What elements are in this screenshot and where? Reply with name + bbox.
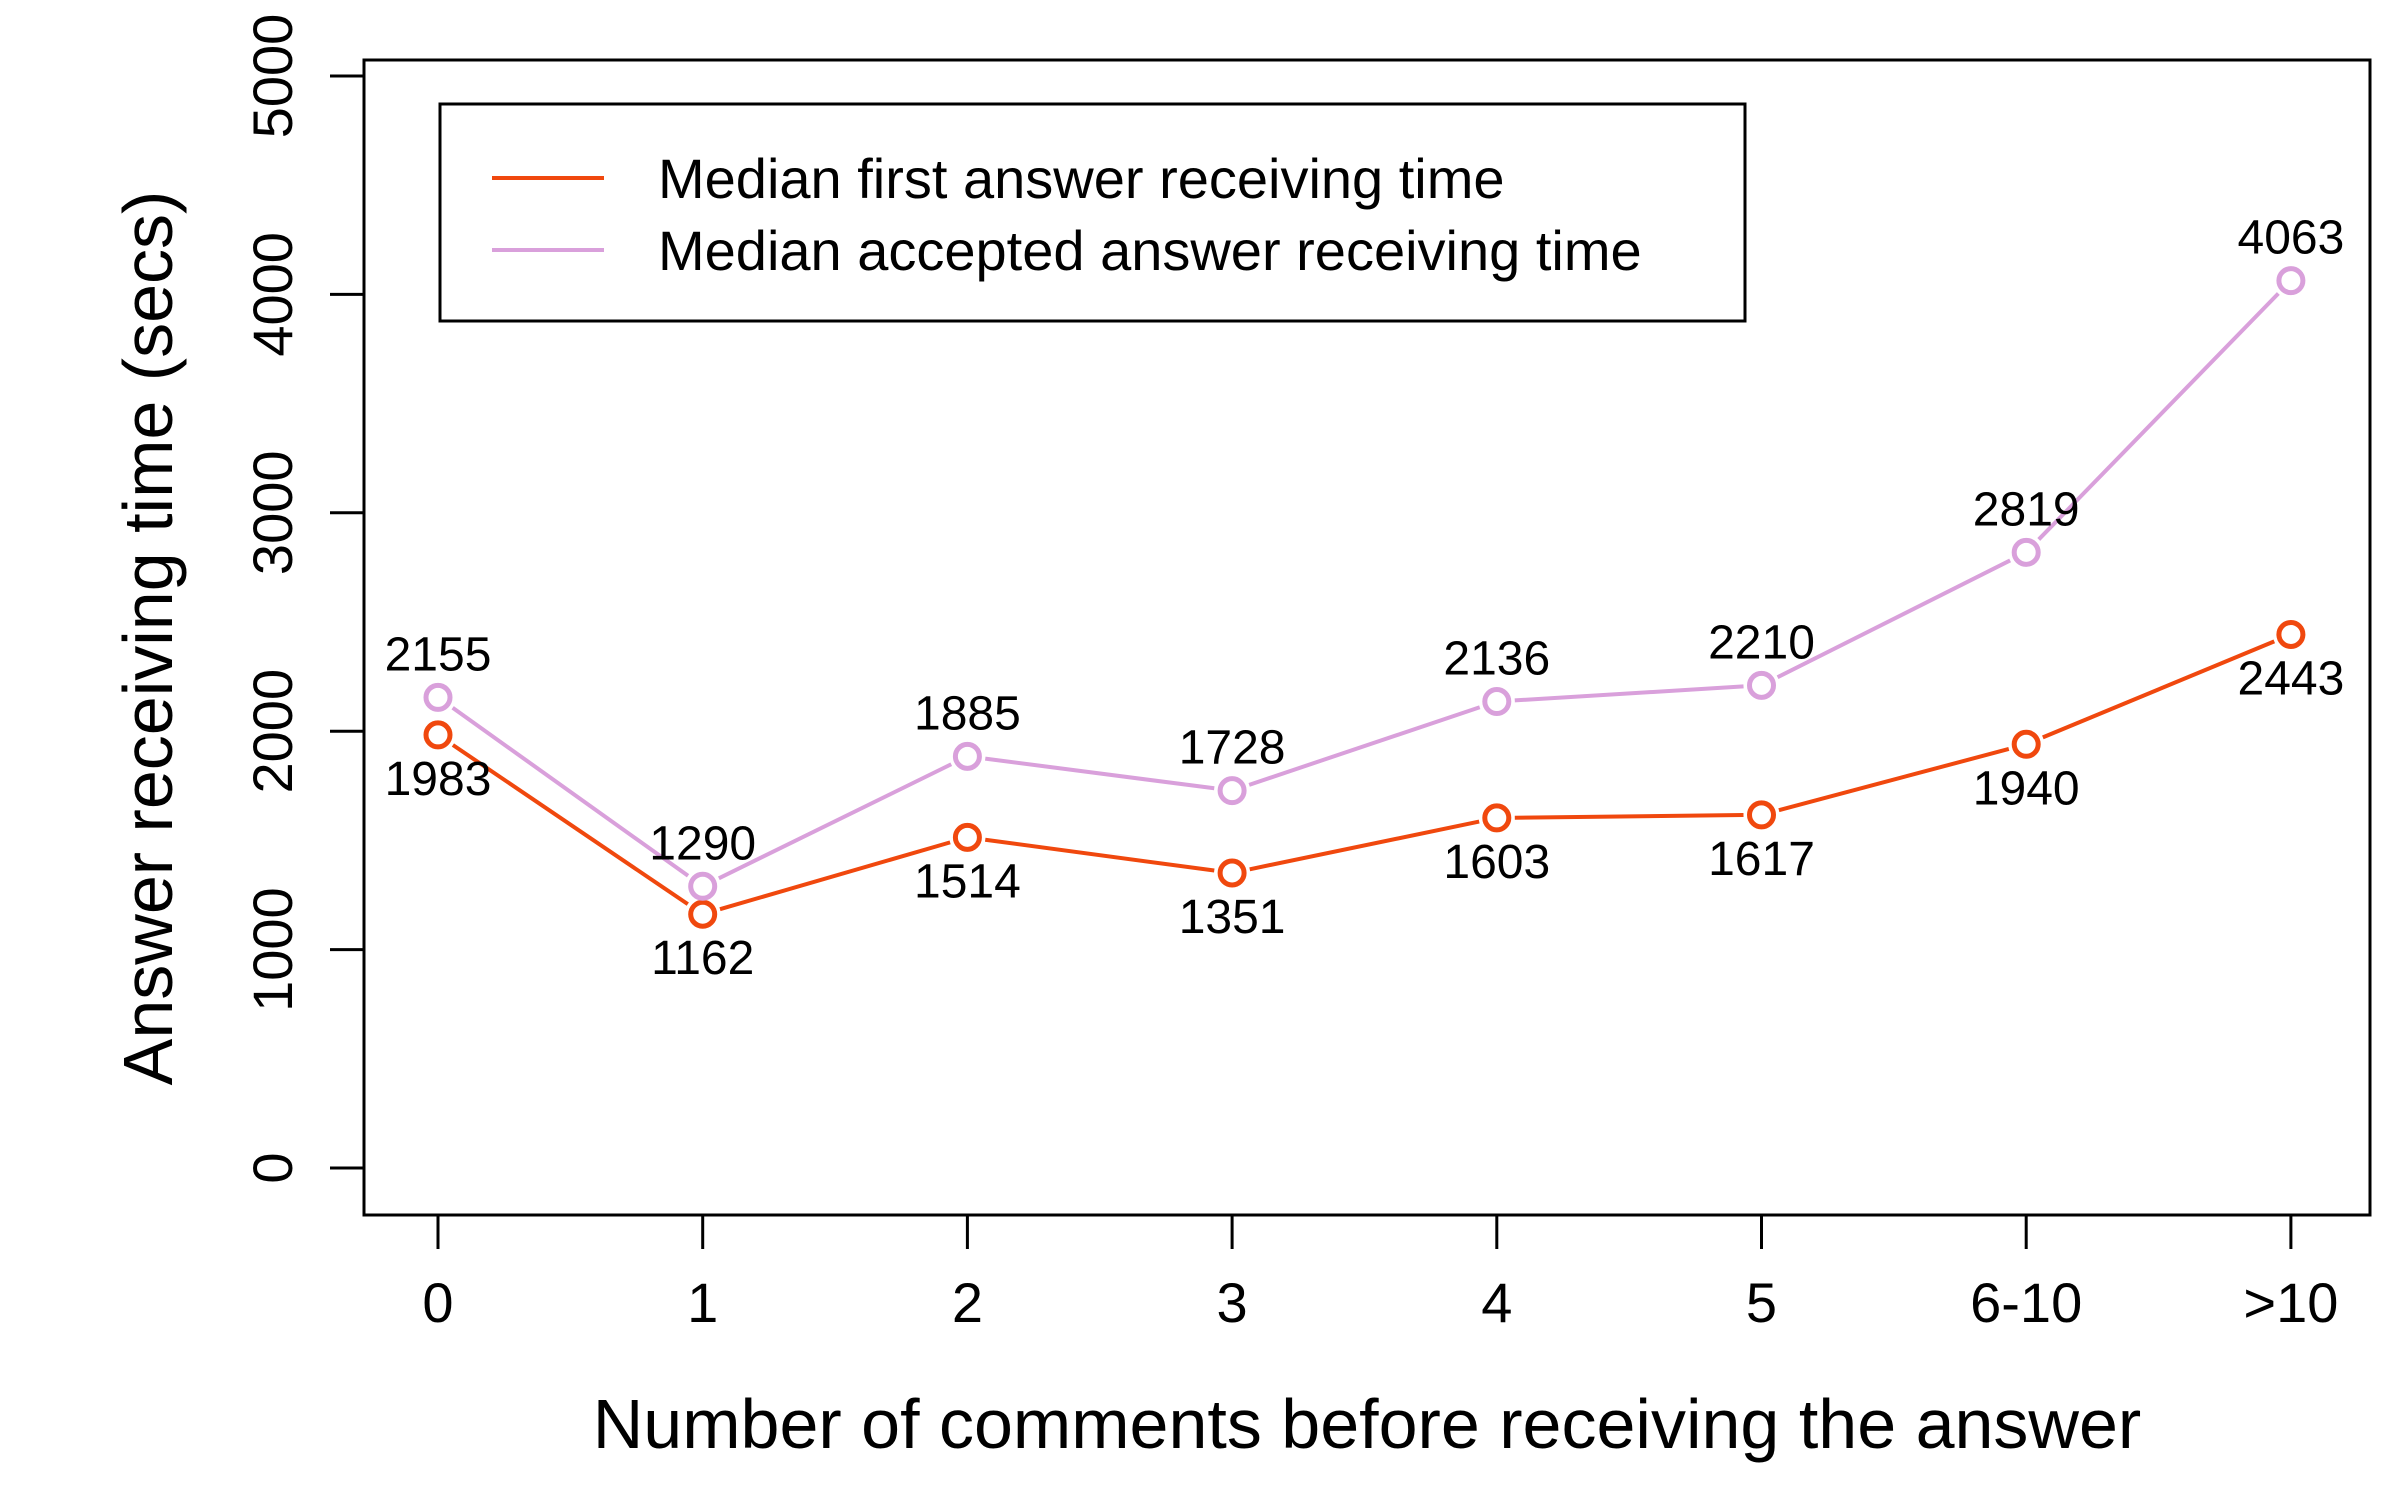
data-point — [423, 682, 453, 712]
y-axis-title: Answer receiving time (secs) — [109, 191, 187, 1086]
series-line-segment — [1514, 684, 1744, 703]
legend-box — [438, 102, 1747, 323]
x-axis-title: Number of comments before receiving the … — [593, 1385, 2141, 1463]
data-point — [2011, 537, 2041, 567]
y-tick-label: 5000 — [241, 14, 304, 139]
series-line-segment — [1248, 705, 1481, 787]
data-label: 1603 — [1443, 836, 1550, 889]
series-line-segment — [2042, 639, 2276, 740]
x-tick-label: 2 — [952, 1271, 983, 1334]
data-point — [2276, 266, 2306, 296]
data-point — [952, 741, 982, 771]
data-point — [1482, 686, 1512, 716]
x-tick-label: >10 — [2243, 1271, 2338, 1334]
x-tick-label: 3 — [1217, 1271, 1248, 1334]
data-point — [1747, 800, 1776, 830]
series-line-segment — [1778, 747, 2010, 813]
data-label: 1885 — [914, 687, 1021, 740]
x-tick-label: 4 — [1481, 1271, 1512, 1334]
series-1: 2155 1290 1885 1728 2136 2210 2819 4063 — [385, 212, 2345, 901]
data-point — [1747, 670, 1776, 700]
data-label: 1940 — [1973, 762, 2080, 815]
data-point — [688, 871, 718, 901]
data-label: 2155 — [385, 628, 492, 681]
series-line-segment — [2037, 292, 2280, 541]
x-tick-label: 0 — [422, 1271, 453, 1334]
legend-label-first-answer: Median first answer receiving time — [658, 147, 1505, 210]
series-line-segment — [717, 762, 953, 881]
series-0: 1983 1162 1514 1351 1603 1617 1940 2443 — [385, 619, 2345, 985]
legend: Median first answer receiving time Media… — [438, 102, 1747, 323]
data-point — [1217, 858, 1247, 888]
y-tick-label: 0 — [241, 1152, 304, 1183]
data-label: 1290 — [649, 817, 756, 870]
series-line-segment — [1776, 558, 2012, 680]
data-point — [688, 899, 718, 929]
series-line-segment — [984, 837, 1215, 873]
y-tick-label: 3000 — [241, 451, 304, 576]
data-label: 2443 — [2238, 652, 2345, 705]
data-point — [1217, 776, 1247, 806]
x-tick-label: 6-10 — [1970, 1271, 2082, 1334]
data-label: 2819 — [1973, 483, 2080, 536]
y-tick-label: 1000 — [241, 887, 304, 1012]
series-line-segment — [984, 756, 1215, 791]
data-label: 1728 — [1179, 722, 1286, 775]
series-line-segment — [451, 743, 689, 906]
data-label: 1162 — [651, 932, 754, 985]
x-tick-label: 1 — [687, 1271, 718, 1334]
data-label: 1617 — [1708, 833, 1815, 886]
data-label: 2136 — [1443, 632, 1550, 685]
y-tick-label: 2000 — [241, 669, 304, 794]
data-point — [2011, 729, 2041, 759]
data-point — [1482, 803, 1512, 833]
x-axis: 0 1 2 3 4 5 6-10 >10 — [422, 1213, 2338, 1334]
data-point — [423, 720, 453, 750]
y-tick-label: 4000 — [241, 232, 304, 357]
data-label: 1514 — [914, 855, 1021, 908]
data-label: 4063 — [2238, 212, 2345, 265]
x-tick-label: 5 — [1746, 1271, 1777, 1334]
data-point — [952, 822, 982, 852]
series-layer: 1983 1162 1514 1351 1603 1617 1940 2443 2155 1290… — [385, 212, 2345, 986]
y-axis: 0 1000 2000 3000 4000 5000 — [241, 14, 366, 1184]
data-label: 1351 — [1179, 891, 1286, 944]
series-line-segment — [451, 706, 690, 878]
series-line-segment — [719, 840, 951, 912]
data-point — [2276, 619, 2306, 649]
series-line-segment — [1514, 813, 1744, 820]
data-label: 1983 — [385, 753, 492, 806]
legend-label-accepted-answer: Median accepted answer receiving time — [658, 219, 1642, 282]
data-label: 2210 — [1708, 616, 1815, 669]
series-line-segment — [1249, 819, 1480, 872]
